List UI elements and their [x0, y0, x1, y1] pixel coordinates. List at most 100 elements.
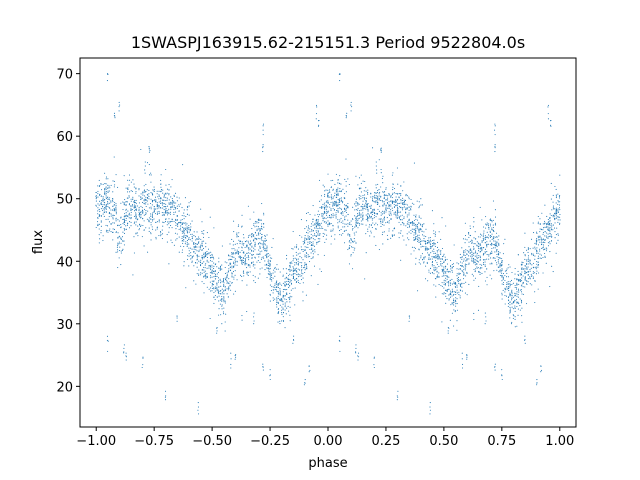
data-point — [372, 210, 374, 212]
data-point — [549, 224, 551, 226]
data-point — [315, 223, 317, 225]
data-point — [410, 232, 412, 234]
data-point — [438, 276, 440, 278]
data-point — [125, 219, 127, 221]
data-point — [277, 297, 279, 300]
data-point — [301, 236, 303, 238]
data-point — [348, 246, 350, 248]
data-point — [521, 277, 523, 279]
data-point — [135, 215, 137, 217]
data-point — [443, 273, 445, 275]
data-point — [292, 275, 294, 277]
data-point — [425, 228, 427, 230]
data-point — [211, 270, 213, 272]
data-point — [467, 251, 470, 253]
data-point — [397, 207, 399, 209]
data-point — [327, 200, 329, 202]
data-point — [100, 189, 103, 191]
data-point — [190, 201, 192, 203]
data-point — [330, 229, 332, 231]
data-point — [117, 219, 119, 221]
data-point — [189, 239, 191, 241]
data-point — [317, 233, 319, 235]
data-point — [236, 252, 238, 254]
data-point — [168, 194, 170, 196]
data-point — [499, 263, 501, 265]
data-point — [464, 242, 466, 244]
data-point — [158, 190, 160, 192]
data-point — [125, 187, 127, 189]
data-point — [395, 213, 397, 215]
data-point — [396, 199, 399, 201]
data-point — [120, 250, 122, 252]
data-point — [537, 252, 539, 254]
data-point — [332, 201, 334, 203]
data-point — [491, 247, 493, 250]
data-point — [308, 365, 310, 367]
data-point — [203, 240, 205, 242]
data-point — [145, 227, 147, 229]
data-point — [300, 249, 303, 251]
data-point — [433, 244, 435, 246]
data-point — [383, 211, 385, 213]
data-point — [233, 266, 235, 268]
data-point — [390, 212, 392, 215]
data-point — [129, 221, 131, 223]
data-point — [130, 216, 132, 219]
data-point — [367, 230, 369, 232]
data-point — [483, 232, 485, 234]
data-point — [429, 239, 432, 241]
data-point — [201, 258, 204, 260]
data-point — [302, 300, 304, 302]
data-point — [115, 220, 117, 222]
data-point — [552, 194, 554, 196]
data-point — [421, 230, 423, 232]
data-point — [198, 255, 200, 257]
data-point — [105, 208, 107, 210]
data-point — [272, 286, 274, 288]
data-point — [162, 233, 164, 235]
data-point — [148, 163, 150, 166]
data-point — [493, 270, 495, 272]
data-point — [246, 246, 248, 248]
data-point — [375, 187, 377, 189]
data-point — [446, 288, 448, 291]
data-point — [472, 246, 475, 248]
data-point — [315, 118, 317, 120]
data-point — [299, 261, 301, 264]
data-point — [337, 227, 339, 229]
data-point — [476, 262, 478, 265]
data-point — [269, 263, 271, 265]
data-point — [383, 203, 385, 205]
data-point — [234, 243, 236, 245]
data-point — [357, 204, 359, 206]
data-point — [253, 234, 255, 236]
data-point — [143, 214, 145, 216]
data-point — [492, 224, 494, 226]
data-point — [458, 268, 460, 270]
data-point — [229, 255, 231, 257]
data-point — [175, 224, 177, 226]
data-point — [326, 214, 328, 216]
data-point — [152, 218, 154, 221]
data-point — [527, 281, 529, 283]
data-point — [459, 297, 461, 299]
data-point — [362, 214, 364, 216]
data-point — [143, 190, 145, 192]
data-point — [342, 188, 344, 190]
data-point — [265, 264, 268, 266]
data-point — [388, 207, 390, 209]
data-point — [261, 228, 263, 230]
data-point — [210, 257, 212, 259]
data-point — [176, 315, 178, 317]
data-point — [350, 220, 352, 222]
data-point — [118, 241, 120, 243]
data-point — [357, 227, 359, 229]
data-point — [434, 266, 436, 268]
data-point — [181, 230, 183, 232]
data-point — [517, 279, 519, 281]
data-point — [466, 358, 468, 360]
data-point — [365, 224, 367, 226]
data-point — [461, 258, 463, 260]
